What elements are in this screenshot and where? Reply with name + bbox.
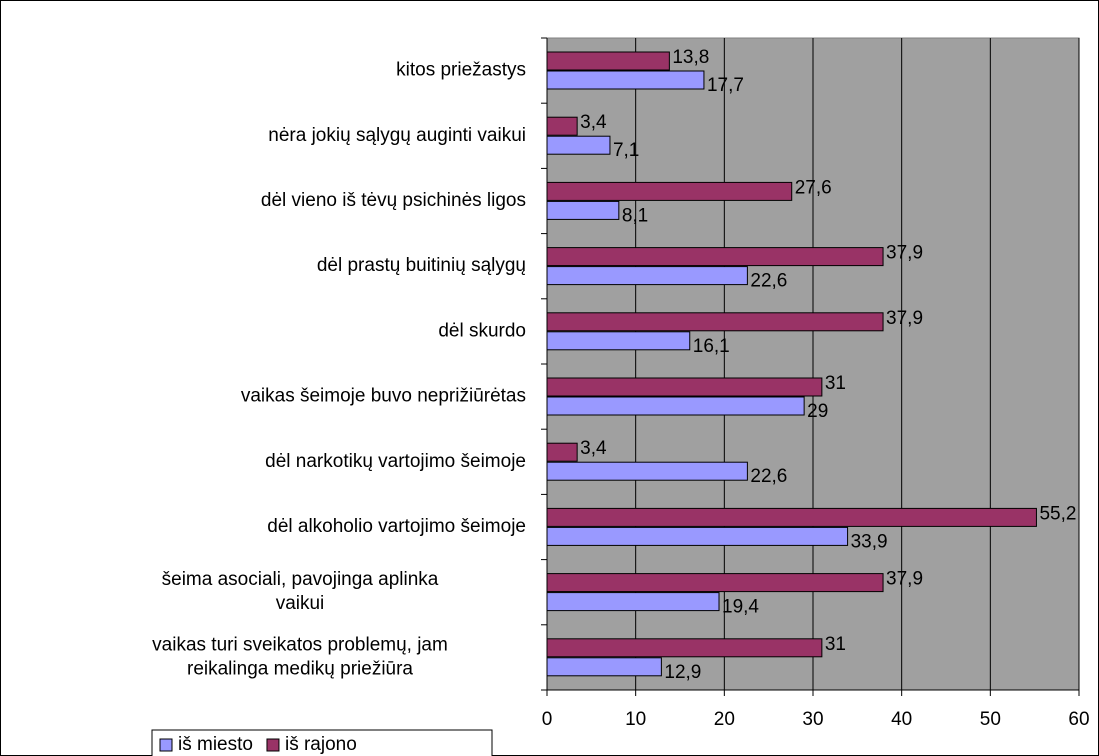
data-label: 31 [825,634,846,655]
x-tick-label: 60 [1068,709,1089,730]
y-tick-label: dėl skurdo [438,320,526,341]
bar [546,135,611,155]
bar [546,526,849,546]
bar [546,573,884,593]
bar [546,331,691,351]
bar [546,507,1037,527]
data-label: 3,4 [580,112,607,133]
bar [546,51,670,71]
bar [546,312,884,332]
bar [546,266,748,286]
bar [546,442,578,462]
y-tick-label: vaikas šeimoje buvo neprižiūrėtas [241,386,526,407]
x-tick-label: 50 [980,709,1001,730]
data-label: 13,8 [672,47,709,68]
x-tick-label: 40 [891,709,912,730]
data-label: 19,4 [722,597,759,618]
legend-box [151,729,493,756]
bar [546,638,823,658]
bar [546,70,705,90]
y-tick-label: dėl alkoholio vartojimo šeimoje [267,516,526,537]
bar [546,461,748,481]
legend-swatch [266,738,280,752]
bar [546,200,620,220]
data-label: 17,7 [707,75,744,96]
y-tick-label: dėl prastų buitinių sąlygų [317,255,526,276]
data-label: 8,1 [622,205,648,226]
y-tick-label: dėl vieno iš tėvų psichinės ligos [261,190,526,211]
data-label: 37,9 [886,308,923,329]
x-tick-label: 20 [714,709,735,730]
data-label: 55,2 [1039,503,1076,524]
x-tick-label: 0 [542,709,553,730]
data-label: 7,1 [613,140,639,161]
data-label: 37,9 [886,243,923,264]
data-label: 29 [807,401,828,422]
data-label: 22,6 [750,271,787,292]
bar [546,396,805,416]
y-tick-label: šeima asociali, pavojinga aplinka vaikui [162,569,439,614]
x-tick-label: 30 [802,709,823,730]
data-label: 37,9 [886,569,923,590]
bar [546,181,793,201]
y-tick-label: kitos priežastys [396,60,526,81]
legend-swatch [159,738,173,752]
data-label: 27,6 [795,177,832,198]
data-label: 12,9 [664,662,701,683]
data-label: 31 [825,373,846,394]
data-label: 33,9 [851,531,888,552]
data-label: 22,6 [750,466,787,487]
bar [546,116,578,136]
x-tick-label: 10 [625,709,646,730]
bar [546,592,720,612]
bar [546,247,884,267]
y-tick-label: nėra jokių sąlygų auginti vaikui [268,125,526,146]
legend-label: iš rajono [285,734,357,755]
data-label: 16,1 [693,336,730,357]
bar [546,657,662,677]
y-tick-label: vaikas turi sveikatos problemų, jam reika… [152,634,448,679]
legend-label: iš miesto [178,734,253,755]
data-label: 3,4 [580,438,607,459]
bar [546,377,823,397]
y-tick-label: dėl narkotikų vartojimo šeimoje [265,451,526,472]
